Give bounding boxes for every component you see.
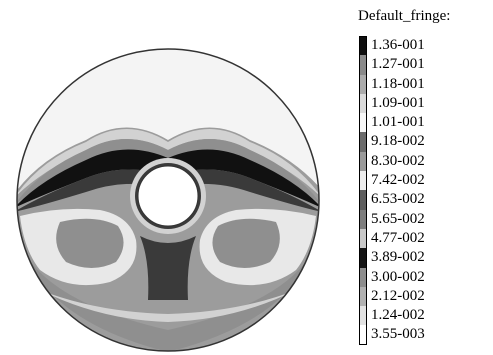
contour-right-lobe-inner	[212, 218, 280, 268]
legend-label: 3.55-003	[371, 326, 425, 343]
legend-swatch	[359, 228, 367, 249]
legend-swatch	[359, 151, 367, 172]
legend-label: 1.01-001	[371, 114, 425, 131]
legend-label: 8.30-002	[371, 152, 425, 169]
legend-swatch	[359, 248, 367, 268]
contour-upper-cap	[17, 49, 319, 200]
legend-swatch	[359, 209, 367, 229]
center-hole	[138, 166, 198, 226]
contour-regions	[17, 49, 319, 351]
contour-dark-band	[17, 169, 319, 212]
legend-label: 6.53-002	[371, 191, 425, 208]
legend-swatch	[359, 113, 367, 133]
legend-swatch	[359, 267, 367, 287]
contour-light-band	[17, 129, 319, 198]
legend-label: 1.24-002	[371, 307, 425, 324]
legend-swatch	[359, 36, 367, 56]
legend-label: 1.09-001	[371, 94, 425, 111]
legend-title: Default_fringe:	[358, 8, 451, 24]
contour-center-column	[140, 236, 196, 300]
legend-label: 2.12-002	[371, 287, 425, 304]
contour-mid-band	[17, 139, 319, 205]
legend-swatch	[359, 325, 367, 345]
contour-black-band	[17, 149, 319, 208]
legend-swatch	[359, 171, 367, 191]
legend-label: 7.42-002	[371, 172, 425, 189]
legend-swatch	[359, 190, 367, 210]
legend-label: 5.65-002	[371, 210, 425, 227]
legend-label: 1.36-001	[371, 37, 425, 53]
hole-outline	[137, 165, 199, 227]
legend-label: 9.18-002	[371, 133, 425, 150]
fringe-contour-plot	[16, 48, 320, 352]
legend-label: 3.00-002	[371, 268, 425, 285]
legend-swatch	[359, 55, 367, 75]
contour-bottom-stripe	[40, 290, 296, 322]
legend-swatch	[359, 93, 367, 114]
legend-swatch	[359, 286, 367, 307]
legend-label: 1.27-001	[371, 56, 425, 73]
legend-swatch	[359, 306, 367, 326]
legend-label: 4.77-002	[371, 229, 425, 246]
legend-swatch	[359, 74, 367, 94]
contour-left-lobe-inner	[56, 218, 124, 268]
contour-lower-ring	[17, 235, 319, 351]
legend-label: 3.89-002	[371, 249, 425, 266]
disk-outline	[16, 48, 320, 352]
legend-label: 1.18-001	[371, 75, 425, 92]
legend-swatch	[359, 132, 367, 152]
